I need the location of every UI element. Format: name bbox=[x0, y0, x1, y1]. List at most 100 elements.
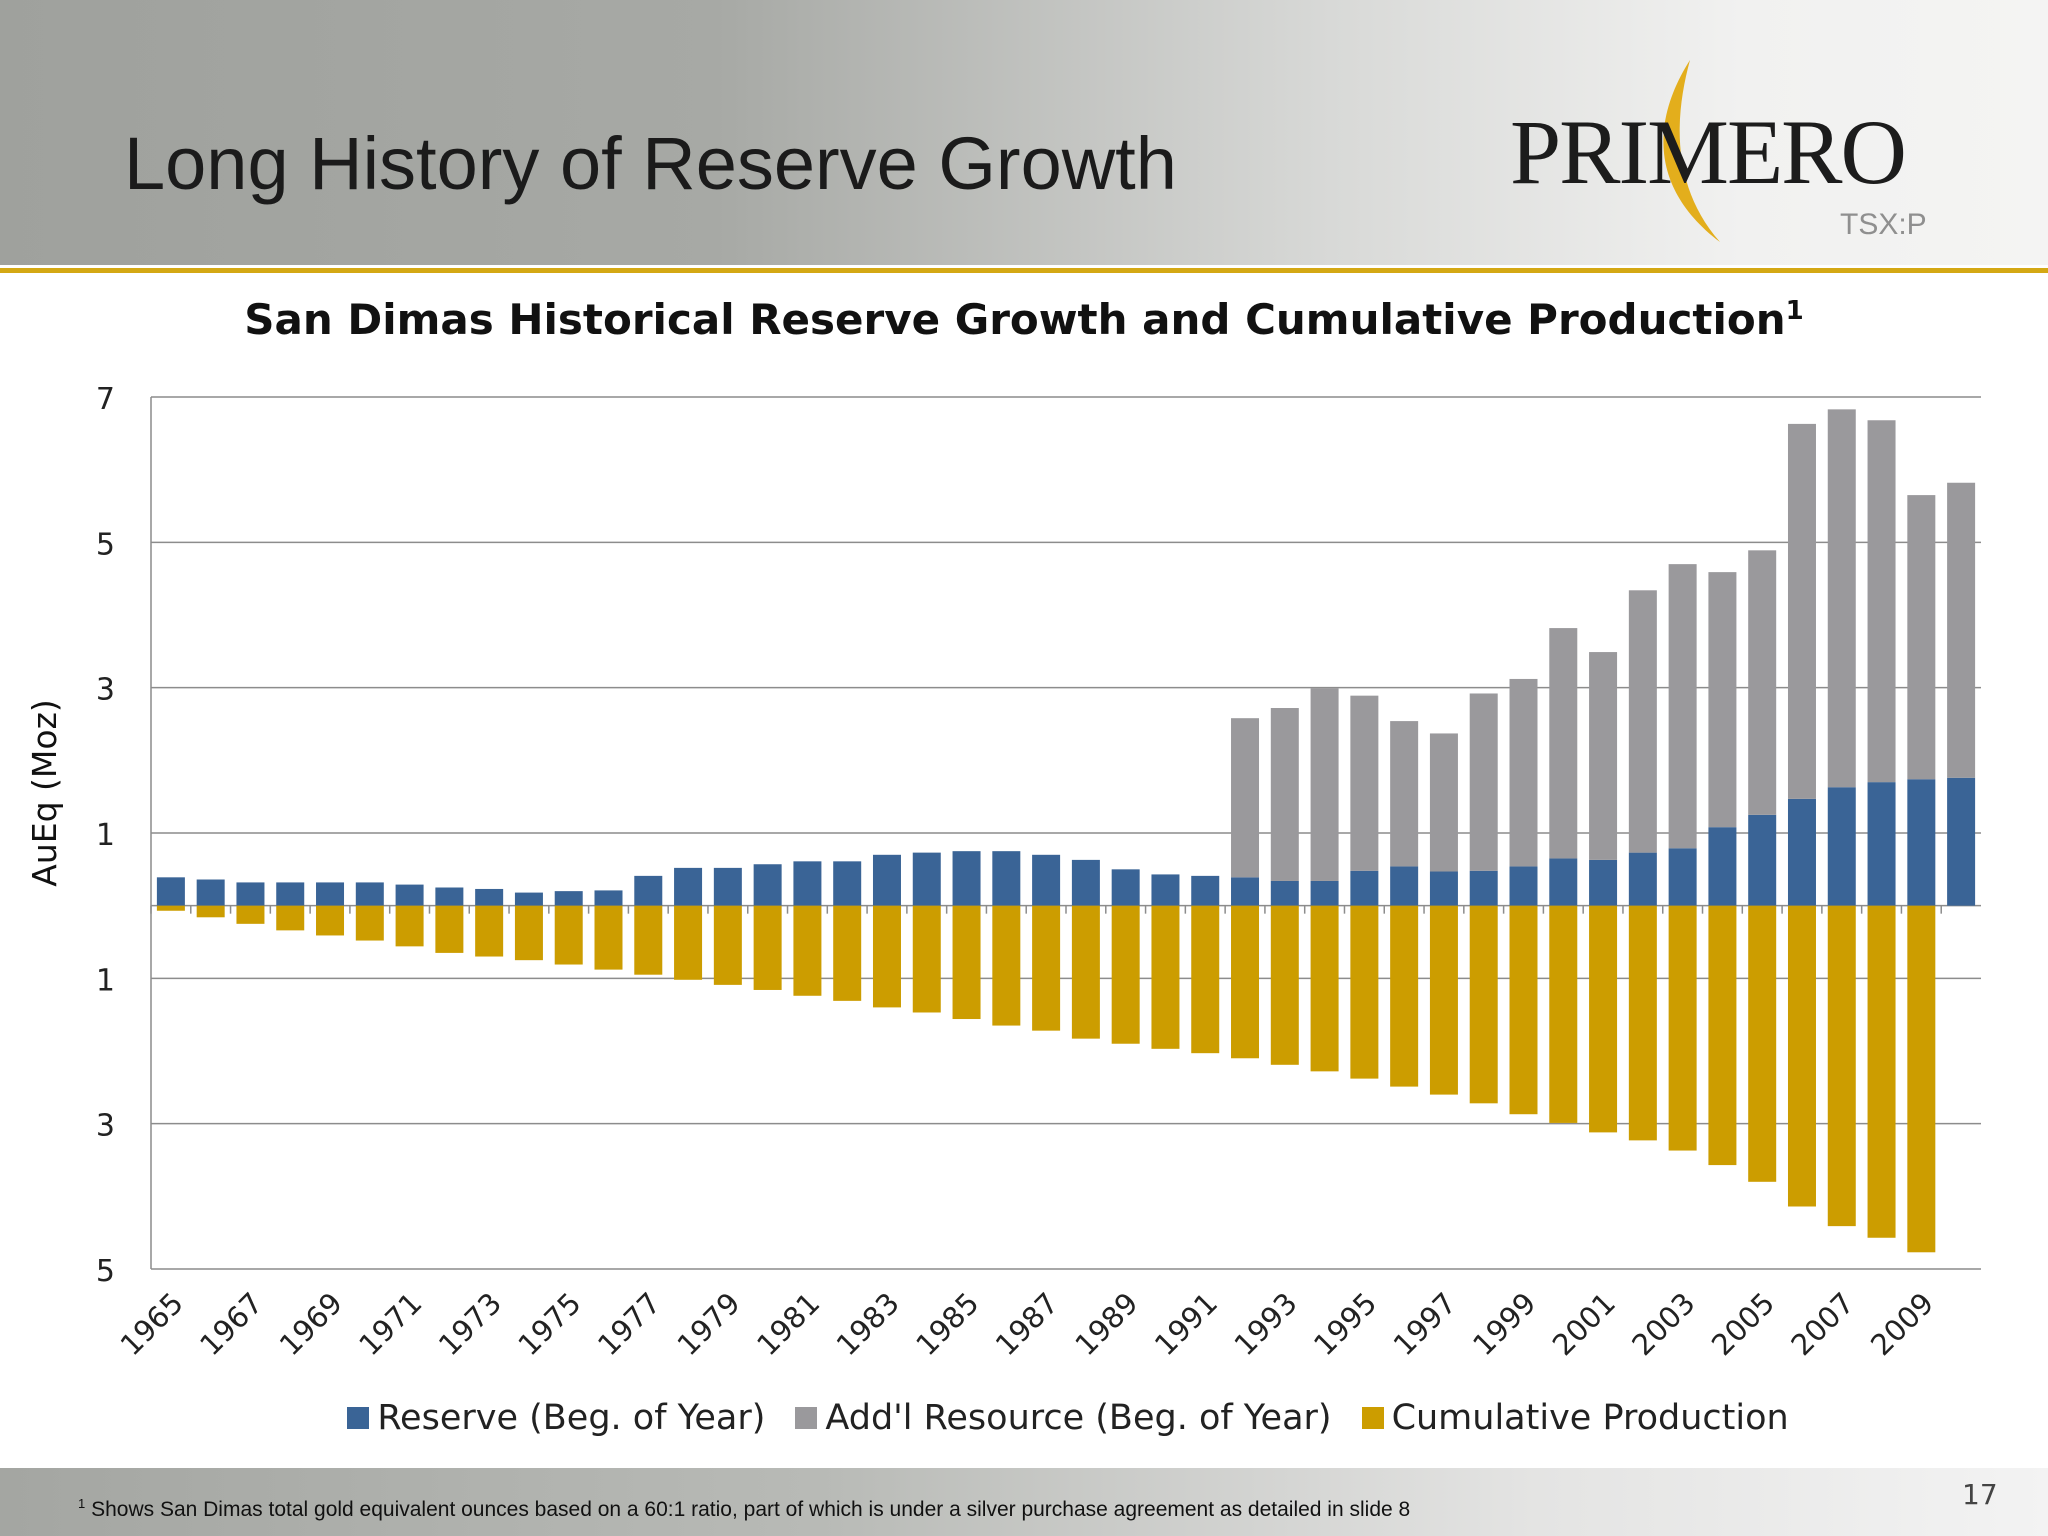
bar-reserve-1982 bbox=[833, 861, 862, 906]
bar-production-1992 bbox=[1231, 905, 1260, 1059]
bar-production-1967 bbox=[236, 905, 265, 924]
bar-production-1978 bbox=[674, 905, 703, 980]
bar-reserve-1994 bbox=[1310, 880, 1339, 906]
bar-production-1991 bbox=[1191, 905, 1220, 1054]
logo-ticker: TSX:P bbox=[1840, 208, 1927, 241]
bar-resource-2003 bbox=[1668, 564, 1697, 849]
x-tick-label: 1993 bbox=[1228, 1286, 1304, 1362]
y-tick-label: 5 bbox=[96, 1254, 115, 1289]
bar-resource-1993 bbox=[1270, 708, 1299, 881]
x-tick-label: 1983 bbox=[830, 1286, 906, 1362]
x-tick-label: 1989 bbox=[1068, 1286, 1144, 1362]
bar-reserve-1971 bbox=[395, 884, 424, 906]
bar-resource-1992 bbox=[1231, 718, 1260, 878]
bar-production-1979 bbox=[713, 905, 742, 985]
bar-production-1985 bbox=[952, 905, 981, 1020]
bar-resource-2006 bbox=[1787, 423, 1816, 799]
bar-reserve-1985 bbox=[952, 851, 981, 906]
chart-title-text: San Dimas Historical Reserve Growth and … bbox=[244, 295, 1786, 344]
bar-reserve-2003 bbox=[1668, 848, 1697, 906]
bar-reserve-1992 bbox=[1231, 877, 1260, 906]
bar-reserve-2004 bbox=[1708, 827, 1737, 906]
page-number: 17 bbox=[1962, 1478, 1998, 1511]
bar-resource-1996 bbox=[1390, 721, 1419, 867]
legend-item-production: Cumulative Production bbox=[1361, 1398, 1789, 1438]
bar-production-1968 bbox=[276, 905, 305, 931]
bar-production-1997 bbox=[1429, 905, 1458, 1095]
bar-reserve-1969 bbox=[316, 882, 345, 906]
x-tick-label: 2007 bbox=[1784, 1286, 1860, 1362]
bar-reserve-1984 bbox=[912, 852, 941, 906]
bar-reserve-1998 bbox=[1469, 870, 1498, 906]
legend-swatch bbox=[795, 1407, 818, 1429]
bar-production-2009 bbox=[1907, 905, 1936, 1253]
header-band bbox=[0, 0, 2048, 265]
bar-reserve-1965 bbox=[156, 877, 185, 906]
x-tick-label: 2001 bbox=[1546, 1286, 1622, 1362]
bar-reserve-1989 bbox=[1111, 869, 1140, 906]
bar-reserve-1987 bbox=[1032, 854, 1061, 906]
bar-reserve-1980 bbox=[753, 864, 782, 906]
x-tick-label: 1967 bbox=[193, 1286, 269, 1362]
bar-reserve-1995 bbox=[1350, 870, 1379, 906]
bar-production-1977 bbox=[634, 905, 663, 975]
y-tick-label: 7 bbox=[96, 382, 115, 417]
bar-reserve-1993 bbox=[1270, 880, 1299, 906]
bar-production-2003 bbox=[1668, 905, 1697, 1151]
y-axis-label: AuEq (Moz) bbox=[25, 699, 64, 887]
bar-production-1982 bbox=[833, 905, 862, 1001]
x-tick-label: 1973 bbox=[432, 1286, 508, 1362]
bar-production-1966 bbox=[196, 905, 225, 918]
x-tick-label: 1981 bbox=[750, 1286, 826, 1362]
header-divider bbox=[0, 268, 2048, 273]
bar-reserve-1968 bbox=[276, 882, 305, 906]
chart-legend: Reserve (Beg. of Year) Add'l Resource (B… bbox=[0, 1398, 2048, 1438]
logo-swoosh-icon bbox=[1663, 60, 1720, 242]
bar-production-2000 bbox=[1549, 905, 1578, 1123]
bar-production-1984 bbox=[912, 905, 941, 1013]
chart-title: San Dimas Historical Reserve Growth and … bbox=[0, 295, 2048, 344]
bar-production-1987 bbox=[1032, 905, 1061, 1031]
bar-production-1990 bbox=[1151, 905, 1180, 1049]
bar-reserve-2000 bbox=[1549, 858, 1578, 906]
bar-production-1983 bbox=[872, 905, 901, 1008]
bar-resource-2009 bbox=[1907, 495, 1936, 780]
y-tick-label: 1 bbox=[96, 818, 115, 853]
legend-label: Add'l Resource (Beg. of Year) bbox=[825, 1398, 1332, 1438]
bar-production-1989 bbox=[1111, 905, 1140, 1044]
x-tick-label: 1987 bbox=[989, 1286, 1065, 1362]
bar-production-1980 bbox=[753, 905, 782, 990]
bar-production-1986 bbox=[992, 905, 1021, 1026]
primero-logo: PRIMERO TSX:P bbox=[1500, 60, 1970, 250]
footnote-text: Shows San Dimas total gold equivalent ou… bbox=[91, 1498, 1411, 1521]
bar-reserve-1972 bbox=[435, 887, 464, 906]
bar-resource-2010 bbox=[1947, 482, 1976, 778]
bar-reserve-1973 bbox=[475, 888, 504, 906]
bar-resource-1995 bbox=[1350, 695, 1379, 871]
x-tick-label: 1977 bbox=[591, 1286, 667, 1362]
bar-resource-2004 bbox=[1708, 572, 1737, 828]
bar-resource-2005 bbox=[1748, 550, 1777, 815]
bar-reserve-2002 bbox=[1628, 852, 1657, 906]
bar-production-1970 bbox=[355, 905, 384, 941]
x-tick-label: 2009 bbox=[1864, 1286, 1940, 1362]
bar-reserve-1978 bbox=[674, 867, 703, 906]
bar-production-2006 bbox=[1787, 905, 1816, 1207]
bar-reserve-1999 bbox=[1509, 866, 1538, 906]
bar-reserve-1983 bbox=[872, 854, 901, 906]
bar-production-2008 bbox=[1867, 905, 1896, 1238]
bar-reserve-1966 bbox=[196, 879, 225, 906]
legend-label: Cumulative Production bbox=[1391, 1398, 1789, 1438]
legend-swatch bbox=[347, 1407, 370, 1429]
x-tick-label: 1965 bbox=[114, 1286, 190, 1362]
bar-reserve-1977 bbox=[634, 875, 663, 906]
bar-resource-1997 bbox=[1429, 733, 1458, 872]
bar-resource-1994 bbox=[1310, 688, 1339, 881]
bar-reserve-1986 bbox=[992, 851, 1021, 906]
x-tick-label: 1969 bbox=[273, 1286, 349, 1362]
x-tick-label: 1971 bbox=[352, 1286, 428, 1362]
y-tick-label: 1 bbox=[96, 963, 115, 998]
footnote: 1 Shows San Dimas total gold equivalent … bbox=[78, 1496, 1410, 1522]
x-tick-label: 2005 bbox=[1705, 1286, 1781, 1362]
